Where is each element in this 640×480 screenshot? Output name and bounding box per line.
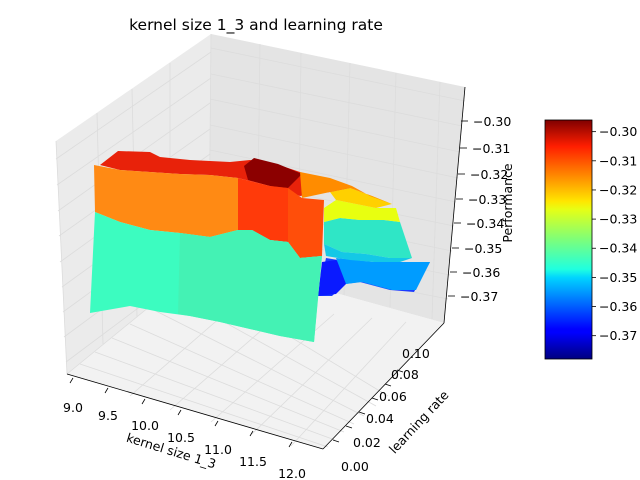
y-tick-label: 0.04 (366, 411, 394, 426)
x-tick-label: 9.0 (63, 400, 83, 415)
surface-yellow-top (330, 188, 392, 208)
y-tick-label: 0.00 (341, 459, 369, 474)
x-tick-label: 10.5 (167, 430, 195, 445)
surface-red-block (238, 178, 288, 242)
surface (90, 151, 430, 342)
surface-orange-right (300, 172, 392, 204)
y-tick-label: 0.02 (353, 435, 381, 450)
grid-line (149, 307, 365, 417)
colorbar-tick-label: −0.37 (599, 328, 637, 343)
y-tick-mark (358, 411, 366, 415)
x-tick-label: 11.0 (204, 442, 232, 457)
z-tick-label: −0.31 (472, 141, 510, 156)
x-tick-mark (288, 441, 293, 448)
grid-line (55, 140, 68, 375)
y-tick-label: 0.08 (391, 367, 419, 382)
surface-orange-band (94, 165, 238, 237)
y-tick-mark (345, 425, 353, 429)
x-tick-mark (141, 398, 146, 405)
surface-light-blue (336, 258, 430, 290)
colorbar-tick-label: −0.32 (599, 182, 637, 197)
x-tick-mark (177, 409, 182, 416)
x-tick-mark (69, 377, 74, 384)
grid-line (129, 323, 355, 425)
x-axis-ticks: 9.0 9.5 10.0 10.5 11.0 11.5 12.0 (63, 400, 306, 480)
z-tick-label: −0.36 (462, 265, 500, 280)
surface-front-shade (178, 230, 322, 342)
grid-line (209, 124, 459, 179)
surface-dark-red (244, 158, 302, 188)
grid-line (251, 317, 373, 435)
colorbar-tick-label: −0.33 (599, 212, 637, 227)
axes-3d (66, 86, 466, 450)
z-tick-label: −0.33 (468, 192, 506, 207)
grid-line (56, 77, 212, 186)
colorbar (544, 119, 593, 360)
chart-title: kernel size 1_3 and learning rate (129, 16, 383, 35)
grid-line (209, 149, 457, 203)
x-tick-mark (249, 430, 254, 437)
surface-cyan-slope-2 (324, 244, 412, 262)
colorbar-tick-label: −0.35 (599, 270, 637, 285)
colorbar-tick-label: −0.34 (599, 241, 637, 256)
y-tick-label: 0.10 (402, 346, 430, 361)
surface-cyan-slope (324, 218, 412, 258)
z-tick-label: −0.37 (460, 289, 498, 304)
x-tick-label: 12.0 (278, 466, 306, 480)
x-tick-label: 9.5 (98, 408, 118, 423)
z-tick-label: −0.35 (464, 241, 502, 256)
y-tick-mark (384, 383, 392, 387)
z-tick-label: −0.34 (466, 216, 504, 231)
z-tick-label: −0.32 (470, 167, 508, 182)
colorbar-gradient (544, 119, 593, 360)
colorbar-tick-label: −0.30 (599, 124, 637, 139)
y-tick-label: 0.06 (379, 389, 407, 404)
grid-line (111, 337, 345, 433)
grid-line (94, 351, 336, 441)
x-tick-label: 10.0 (131, 418, 159, 433)
grid-line (210, 47, 466, 102)
y-axis-line (322, 322, 445, 450)
grid-line (55, 51, 212, 160)
surface-yellow (324, 200, 400, 222)
y-axis-ticks: 0.00 0.02 0.04 0.06 0.08 0.10 (341, 346, 430, 474)
x-axis-line (66, 373, 324, 450)
grid-line (290, 321, 407, 447)
x-tick-label: 11.5 (239, 454, 267, 469)
y-tick-mark (332, 439, 340, 443)
z-axis-line (443, 86, 466, 324)
y-tick-mark (371, 397, 379, 401)
x-tick-mark (104, 387, 109, 394)
z-tick-label: −0.30 (473, 114, 511, 129)
colorbar-tick-label: −0.36 (599, 299, 637, 314)
grid-line (79, 363, 329, 448)
colorbar-tick-label: −0.31 (599, 153, 637, 168)
x-tick-mark (214, 420, 219, 427)
y-tick-mark (396, 369, 404, 373)
grid-line (210, 73, 463, 127)
grid-line (209, 98, 461, 153)
z-axis-label: Performance (500, 163, 515, 243)
surface-orange-block-2 (288, 188, 324, 258)
colorbar-ticks: −0.30 −0.31 −0.32 −0.33 −0.34 −0.35 −0.36 −0.37 (592, 124, 637, 343)
z-axis-ticks: −0.30 −0.31 −0.32 −0.33 −0.34 −0.35 −0.3… (448, 114, 511, 304)
